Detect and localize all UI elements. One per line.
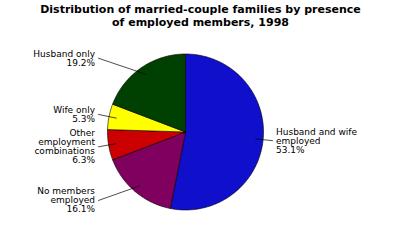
svg-text:Wife only5.3%: Wife only5.3% xyxy=(53,105,95,124)
html-text:Distribution of married-couple: Distribution of married-couple families … xyxy=(40,3,361,29)
svg-text:No membersemployed16.1%: No membersemployed16.1% xyxy=(37,186,95,214)
svg-text:Husband and wifeemployed53.1%: Husband and wifeemployed53.1% xyxy=(276,127,357,155)
svg-text:Otheremploymentcombinations6.3: Otheremploymentcombinations6.3% xyxy=(34,128,95,165)
svg-text:Husband only19.2%: Husband only19.2% xyxy=(33,49,95,68)
